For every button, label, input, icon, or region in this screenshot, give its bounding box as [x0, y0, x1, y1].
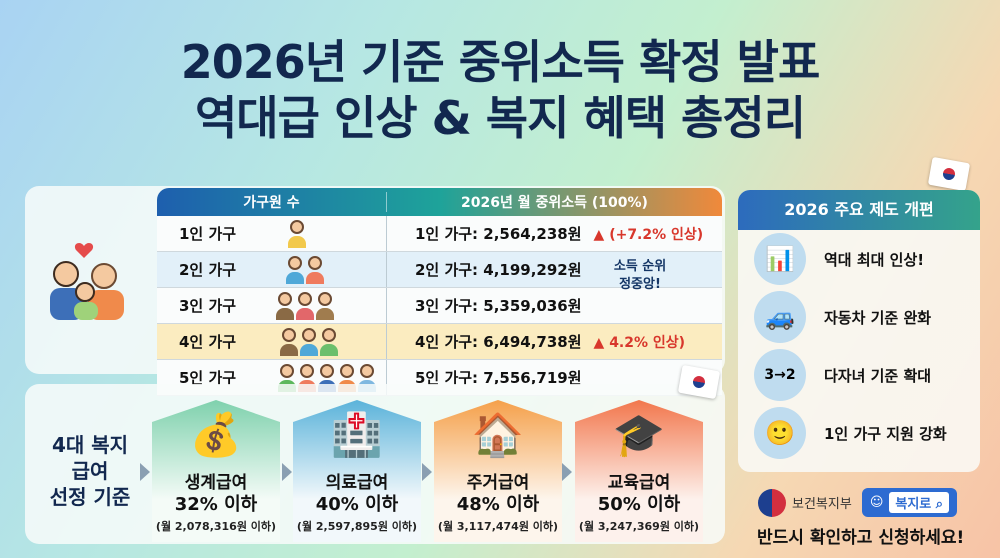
income-value: 5인 가구: 7,556,719원 — [415, 369, 582, 387]
person-icons — [280, 328, 338, 356]
header-median-income: 2026년 월 중위소득 (100%) — [461, 195, 648, 211]
table-row: 2인 가구 2인 가구: 4,199,292원 — [157, 252, 722, 288]
reform-item: 3→2 다자녀 기준 확대 — [738, 346, 980, 404]
reform-item: 🙂 1인 가구 지원 강화 — [738, 404, 980, 462]
call-to-action: 반드시 확인하고 신청하세요! — [757, 528, 965, 548]
arrow-icon — [562, 463, 572, 481]
increase-note: ▲ (+7.2% 인상) — [593, 226, 704, 243]
table-row: 4인 가구 4인 가구: 6,494,738원 ▲ 4.2% 인상) — [157, 324, 722, 360]
table-row: 3인 가구 3인 가구: 5,359,036원 — [157, 288, 722, 324]
ministry-logo: 보건복지부 — [758, 488, 852, 517]
reforms-title: 2026 주요 제도 개편 — [738, 190, 980, 230]
money-bag-icon: 💰 — [189, 410, 243, 459]
person-icons — [286, 256, 324, 284]
household-size: 1인 가구 — [179, 225, 237, 243]
income-value: 2인 가구: 4,199,292원 — [415, 261, 582, 279]
income-value: 3인 가구: 5,359,036원 — [415, 297, 582, 315]
table-header: 가구원 수 2026년 월 중위소득 (100%) — [157, 188, 722, 216]
house-coin-icon: 🏠 — [471, 410, 525, 459]
benefit-card-livelihood: 💰 생계급여 32% 이하 (월 2,078,316원 이하) — [152, 400, 280, 542]
title-line-2: 역대급 인상 & 복지 혜택 총정리 — [194, 91, 806, 145]
reform-item: 📊 역대 최대 인상! — [738, 230, 980, 288]
page-title: 2026년 기준 중위소득 확정 발표 역대급 인상 & 복지 혜택 총정리 — [0, 34, 1000, 146]
increase-note: ▲ 4.2% 인상) — [593, 334, 686, 351]
benefit-card-medical: 🏥 의료급여 40% 이하 (월 2,597,895원 이하) — [293, 400, 421, 542]
bokjiro-search-button[interactable]: ☺ 복지로 ⌕ — [861, 488, 958, 517]
ministry-emblem-icon — [758, 488, 786, 517]
title-line-1: 2026년 기준 중위소득 확정 발표 — [180, 35, 821, 89]
arrow-icon — [422, 463, 432, 481]
person-icons — [276, 292, 334, 320]
car-icon: 🚙 — [754, 291, 806, 343]
income-rank-note: 소득 순위 정중앙! — [613, 259, 667, 292]
income-value: 1인 가구: 2,564,238원 — [415, 225, 582, 243]
household-size: 3인 가구 — [179, 297, 237, 315]
arrow-icon — [282, 463, 292, 481]
income-value: 4인 가구: 6,494,738원 — [415, 333, 582, 351]
household-size: 2인 가구 — [179, 261, 237, 279]
family-icon — [42, 238, 132, 328]
benefit-card-education: 🎓 교육급여 50% 이하 (월 3,247,369원 이하) — [575, 400, 703, 542]
benefit-card-housing: 🏠 주거급여 48% 이하 (월 3,117,474원 이하) — [434, 400, 562, 542]
hospital-icon: 🏥 — [330, 410, 384, 459]
person-icon: 🙂 — [754, 407, 806, 459]
table-row: 1인 가구 1인 가구: 2,564,238원 ▲ (+7.2% 인상) — [157, 216, 722, 252]
children-icon: 3→2 — [754, 349, 806, 401]
household-size: 4인 가구 — [179, 333, 237, 351]
median-income-table: 가구원 수 2026년 월 중위소득 (100%) 1인 가구 1인 가구: 2… — [157, 188, 722, 396]
household-size: 5인 가구 — [179, 369, 237, 387]
graduation-cap-icon: 🎓 — [612, 410, 666, 459]
bokjiro-logo-icon: ☺ — [869, 495, 884, 510]
footer-logos: 보건복지부 ☺ 복지로 ⌕ — [758, 488, 958, 517]
reform-item: 🚙 자동차 기준 완화 — [738, 288, 980, 346]
korean-flag-icon — [927, 156, 971, 192]
search-icon: ⌕ — [935, 497, 944, 512]
header-household-size: 가구원 수 — [157, 192, 387, 212]
reforms-panel: 2026 주요 제도 개편 📊 역대 최대 인상! 🚙 자동차 기준 완화 3→2 다… — [738, 190, 980, 472]
growth-chart-icon: 📊 — [754, 233, 806, 285]
person-icons — [288, 220, 306, 248]
criteria-title: 4대 복지 급여 선정 기준 — [49, 433, 131, 509]
arrow-icon — [140, 463, 150, 481]
